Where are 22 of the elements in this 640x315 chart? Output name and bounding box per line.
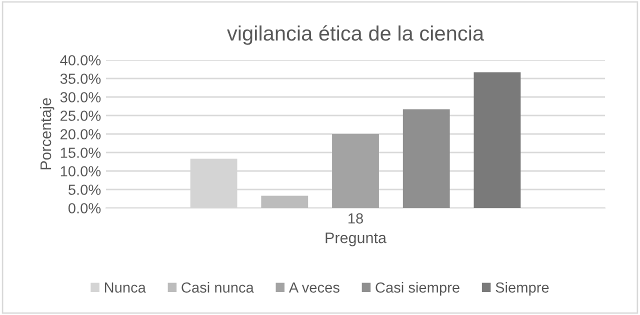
legend-label: Siempre: [496, 282, 549, 296]
bar: [261, 196, 308, 208]
legend-label: A veces: [288, 282, 340, 293]
bar: [332, 134, 379, 208]
legend-label: Nunca: [104, 282, 146, 293]
y-tick-label: 10.0%: [60, 166, 101, 176]
legend-label: Casi siempre: [376, 282, 460, 296]
y-tick-label: 15.0%: [60, 148, 101, 158]
y-tick-label: 30.0%: [60, 92, 101, 102]
y-tick-label: 0.0%: [68, 203, 101, 214]
y-axis-title: Porcentaje: [40, 98, 54, 170]
legend-label: Casi nunca: [182, 282, 254, 293]
y-tick-label: 5.0%: [68, 184, 101, 195]
y-tick-label: 25.0%: [60, 110, 101, 121]
bar: [474, 72, 521, 208]
bar: [402, 109, 450, 208]
x-axis-title: Pregunta: [326, 232, 387, 246]
y-tick-label: 40.0%: [60, 55, 101, 66]
x-tick-label: 18: [348, 213, 363, 224]
chart-title: vigilancia ética de la ciencia: [227, 25, 484, 45]
y-tick-label: 35.0%: [60, 74, 101, 84]
y-tick-label: 20.0%: [60, 129, 101, 140]
